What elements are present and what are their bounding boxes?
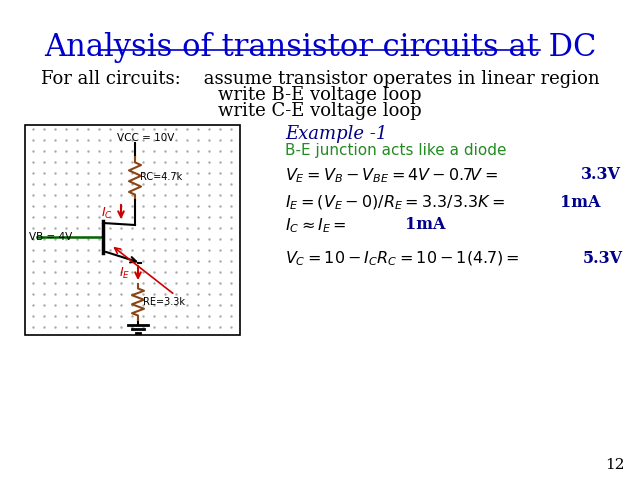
Text: RE=3.3k: RE=3.3k — [143, 297, 185, 307]
Text: VB = 4V: VB = 4V — [29, 232, 72, 242]
Text: Analysis of transistor circuits at DC: Analysis of transistor circuits at DC — [44, 32, 596, 63]
Text: write C-E voltage loop: write C-E voltage loop — [218, 102, 422, 120]
Text: Example -1: Example -1 — [285, 125, 387, 143]
Bar — [25, 125, 240, 335]
Text: B-E junction acts like a diode: B-E junction acts like a diode — [285, 143, 506, 158]
Text: 5.3V: 5.3V — [583, 250, 623, 267]
Text: $I_C$: $I_C$ — [101, 205, 113, 220]
Text: 12: 12 — [605, 458, 625, 472]
Text: For all circuits:    assume transistor operates in linear region: For all circuits: assume transistor oper… — [41, 70, 599, 88]
Text: 3.3V: 3.3V — [581, 166, 621, 183]
Text: $V_C = 10 - I_CR_C = 10 - 1(4.7) = $: $V_C = 10 - I_CR_C = 10 - 1(4.7) = $ — [285, 250, 520, 268]
Text: 1mA: 1mA — [560, 194, 600, 211]
Text: VCC = 10V: VCC = 10V — [117, 133, 174, 143]
Text: $I_C \approx I_E = $: $I_C \approx I_E = $ — [285, 216, 347, 235]
Text: write B-E voltage loop: write B-E voltage loop — [218, 86, 422, 104]
Text: $V_E = V_B - V_{BE} = 4V - 0.7V = $: $V_E = V_B - V_{BE} = 4V - 0.7V = $ — [285, 166, 498, 185]
Text: $I_E = (V_E - 0)/R_E = 3.3/3.3K = $: $I_E = (V_E - 0)/R_E = 3.3/3.3K = $ — [285, 194, 505, 212]
Text: $I_E$: $I_E$ — [119, 265, 130, 280]
Text: RC=4.7k: RC=4.7k — [140, 171, 182, 181]
Text: 1mA: 1mA — [405, 216, 445, 233]
